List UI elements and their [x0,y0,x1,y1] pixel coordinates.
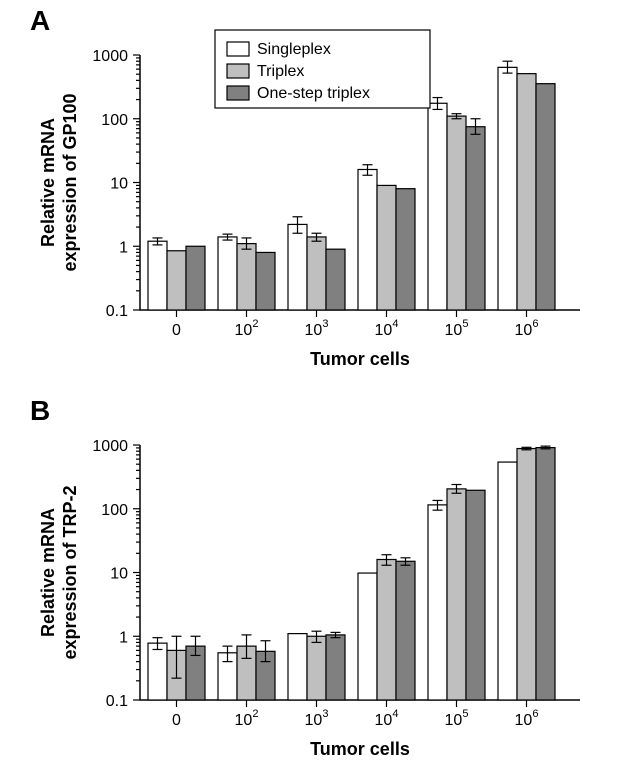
bar-triplex [237,244,256,310]
bar-singleplex [288,634,307,700]
figure: A 0.11101001000Relative mRNAexpression o… [0,0,624,778]
bar-triplex [377,185,396,310]
svg-text:0.1: 0.1 [106,693,128,710]
bar-singleplex [148,643,167,700]
svg-text:104: 104 [375,318,399,339]
svg-text:Tumor cells: Tumor cells [310,739,410,759]
bar-triplex [167,251,186,310]
bar-triplex [517,449,536,700]
bar-onestep [396,561,415,700]
svg-text:Tumor cells: Tumor cells [310,349,410,369]
svg-text:0.1: 0.1 [106,303,128,320]
svg-text:102: 102 [235,708,259,729]
legend-label: Singleplex [257,41,331,58]
bar-onestep [256,252,275,310]
bar-singleplex [498,67,517,310]
svg-text:103: 103 [305,318,329,339]
svg-text:100: 100 [101,502,128,519]
plot-b: 0.1 1 10 100 1000 Relative mRNAexpression of … [10,400,610,780]
svg-text:1000: 1000 [92,48,128,65]
bar-singleplex [288,224,307,310]
bar-triplex [377,559,396,700]
bar-singleplex [358,573,377,700]
bar-onestep [396,189,415,310]
bar-onestep [186,246,205,310]
bar-triplex [447,489,466,700]
svg-text:105: 105 [445,708,469,729]
legend-swatch-onestep [227,86,249,100]
legend-label: One-step triplex [257,85,370,102]
bar-onestep [326,249,345,310]
bar-singleplex [148,241,167,310]
svg-text:10: 10 [110,176,128,193]
bar-singleplex [428,505,447,700]
svg-text:1: 1 [119,239,128,256]
bar-singleplex [428,103,447,310]
bar-onestep [466,127,485,310]
bar-triplex [307,636,326,700]
bar-triplex [307,237,326,310]
svg-text:100: 100 [101,112,128,129]
bar-onestep [536,84,555,310]
legend-swatch-triplex [227,64,249,78]
bar-triplex [517,74,536,310]
svg-text:1: 1 [119,629,128,646]
bar-singleplex [218,237,237,310]
plot-a: 0.1 1 10 100 1000 Relative mRNAexpression of … [10,10,610,390]
svg-text:106: 106 [515,318,539,339]
svg-text:0: 0 [172,712,181,729]
svg-text:Relative mRNAexpression of TRP: Relative mRNAexpression of TRP-2 [38,485,80,659]
bar-onestep [536,448,555,700]
svg-text:10: 10 [110,566,128,583]
legend-swatch-singleplex [227,42,249,56]
svg-text:106: 106 [515,708,539,729]
svg-text:0: 0 [172,322,181,339]
svg-text:Relative mRNAexpression of GP1: Relative mRNAexpression of GP100 [38,93,80,271]
bar-onestep [326,635,345,700]
svg-text:103: 103 [305,708,329,729]
bar-triplex [447,116,466,310]
legend-label: Triplex [257,63,304,80]
bar-singleplex [498,462,517,700]
svg-text:102: 102 [235,318,259,339]
svg-text:104: 104 [375,708,399,729]
svg-text:1000: 1000 [92,438,128,455]
bar-onestep [466,490,485,700]
svg-text:105: 105 [445,318,469,339]
bar-singleplex [358,169,377,310]
